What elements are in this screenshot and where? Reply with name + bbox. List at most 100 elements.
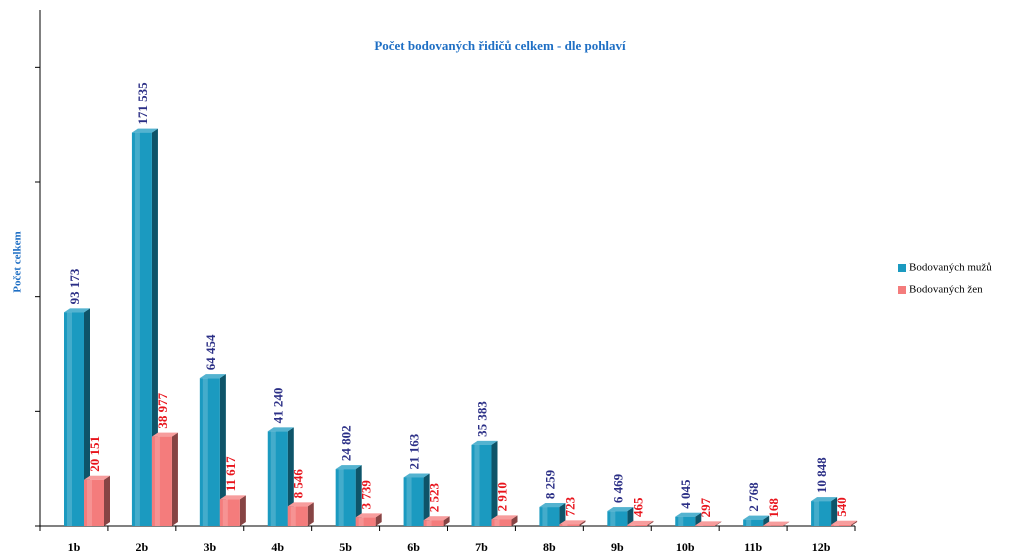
bar [199,378,220,526]
bar-top-shade [695,521,722,526]
bar-side [104,475,110,526]
bar-top [607,507,634,512]
bar-side [783,521,790,526]
bar [675,516,696,526]
bar-side [287,427,294,526]
bar-side [239,495,246,526]
legend-swatch [898,286,906,294]
value-label: 41 240 [271,388,286,424]
chart-title: Počet bodovaných řidičů celkem - dle poh… [374,38,626,53]
bar-side-shade [219,374,226,526]
value-label: 21 163 [407,433,422,469]
value-label: 2 523 [427,482,442,512]
value-label: 8 546 [291,469,306,499]
bar [64,312,84,526]
value-label: 4 045 [678,479,693,509]
bar-top [423,516,450,521]
x-tick-label: 7b [475,540,488,554]
bar-top-shade [423,516,450,521]
bar-side-shade [715,521,722,526]
bar-shine [270,431,276,526]
bar-shine [698,525,704,526]
bar-side-shade [627,507,634,526]
bar-top-shade [831,520,858,525]
bar-side [511,515,518,526]
value-label: 10 848 [814,457,829,493]
bar-top [539,503,566,508]
bar [811,501,832,526]
bar-side [307,502,314,526]
x-tick-label: 2b [136,540,149,554]
bar-side-shade [355,465,362,526]
bar [403,477,424,526]
bar-side-shade [307,502,314,526]
bar-side-shade [851,520,858,526]
bar-top [491,515,518,520]
bar-shine [154,436,160,526]
value-label: 20 151 [87,436,102,472]
value-label: 3 739 [359,480,374,510]
value-label: 2 768 [746,482,761,512]
bar-top-shade [199,374,226,379]
bar-top-shade [539,503,566,508]
bar-shine [746,519,752,526]
x-tick-label: 10b [676,540,695,554]
bar-side-shade [511,515,518,526]
bar-side [443,516,450,526]
bar-side-shade [423,473,430,526]
bar-side-shade [151,128,158,526]
bar-top-shade [607,507,634,512]
bar-top [335,465,362,470]
bar-side-shade [84,308,90,526]
bar-side [851,520,858,526]
bar-side [763,515,770,526]
bar [84,479,104,526]
bar-shine [358,517,364,526]
bar-shine [338,469,344,526]
value-label: 297 [698,497,713,517]
bar-side [491,440,498,526]
bar-top [151,432,178,437]
value-label: 465 [630,497,645,517]
bar-side-shade [647,520,654,526]
bar-side [831,497,838,526]
value-label: 93 173 [67,268,82,304]
bar-top [287,502,314,507]
bar-shine [610,511,616,526]
bar-shine [426,520,432,526]
bar-shine [834,524,840,526]
bar-side [151,128,158,526]
x-tick-label: 8b [543,540,556,554]
value-label: 168 [766,498,781,518]
bar [607,511,628,526]
y-axis-title: Počet celkem [12,231,24,292]
legend-swatch [898,264,906,272]
bar [423,520,444,526]
bar-top [219,495,246,500]
x-tick-label: 12b [812,540,831,554]
bar [219,499,240,526]
bar-side [219,374,226,526]
x-tick-label: 3b [203,540,216,554]
legend-label: Bodovaných mužů [909,262,992,274]
bar-top-shade [151,432,178,437]
bar-side-shade [491,440,498,526]
x-tick-label: 5b [339,540,352,554]
bar [539,507,560,526]
bar-top [763,521,790,526]
bar-top-shade [743,515,770,520]
bar-shine [474,444,480,526]
bar-shine [406,477,412,526]
bar-top [199,374,226,379]
bar-top-shade [491,515,518,520]
bar-top [675,512,702,517]
bar-top-shade [84,475,110,480]
bar-side-shade [783,521,790,526]
value-label: 6 469 [610,473,625,503]
bar [471,444,492,526]
bar-side-shade [239,495,246,526]
bar-shine [562,524,568,526]
bar-shine [542,507,548,526]
bar [743,519,764,526]
bar [695,525,716,526]
